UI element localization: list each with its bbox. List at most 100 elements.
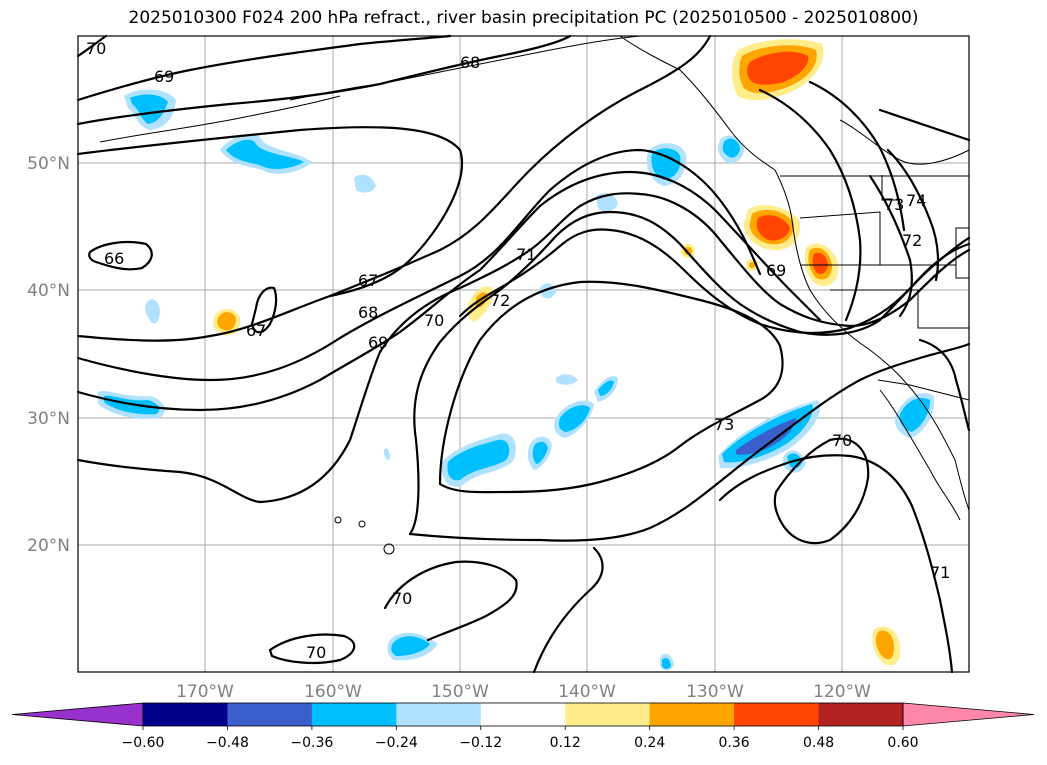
contour-label: 69	[154, 67, 174, 86]
colorbar-extend-min	[11, 702, 144, 727]
contour-line	[383, 560, 518, 642]
contour-line	[868, 174, 913, 318]
aleutian-islands	[99, 95, 341, 143]
precip-patch	[558, 405, 590, 432]
precip-patch	[736, 418, 796, 455]
lat-label: 30°N	[27, 409, 70, 429]
contour-line	[76, 170, 822, 412]
precip-patch	[556, 374, 578, 385]
us-mexico-border	[877, 379, 970, 401]
precip-patch	[145, 299, 160, 324]
precip-patch	[749, 262, 755, 268]
contour-label: 70	[86, 39, 106, 58]
colorbar-segment	[565, 703, 651, 726]
colorbar-segment	[818, 703, 904, 726]
latitude-labels: 50°N 40°N 30°N 20°N	[27, 154, 70, 556]
contour-label: 71	[516, 245, 536, 264]
colorbar-tick-label: −0.48	[206, 735, 249, 751]
canada-border	[839, 119, 970, 165]
precip-patch	[875, 630, 894, 660]
baja-coast	[879, 389, 961, 521]
contour-line	[268, 633, 356, 665]
colorbar-tick-label: −0.36	[290, 735, 333, 751]
colorbar-extend-max	[902, 702, 1035, 727]
colorbar-segment	[396, 703, 482, 726]
contour-line	[458, 228, 971, 335]
precip-patch	[747, 51, 809, 85]
colorbar-tick-label: 0.60	[887, 735, 918, 751]
precip-patch	[217, 312, 236, 331]
contour-label: 70	[306, 643, 326, 662]
precip-patch	[812, 252, 828, 274]
contour-label: 68	[460, 53, 480, 72]
colorbar-tick-label: 0.12	[550, 735, 581, 751]
contour-label: 67	[246, 321, 266, 340]
precip-patch	[722, 138, 740, 158]
contour-label: 73	[884, 195, 904, 214]
lat-label: 40°N	[27, 281, 70, 301]
contour-line	[758, 88, 862, 322]
state-border	[830, 289, 969, 329]
lat-label: 50°N	[27, 154, 70, 174]
lon-label: 140°W	[558, 682, 616, 702]
state-border	[799, 211, 956, 266]
hawaii-island	[334, 516, 342, 524]
colorbar-tick-label: −0.12	[459, 735, 502, 751]
colorbar-segment	[649, 703, 735, 726]
contour-line	[808, 80, 906, 232]
precip-patch	[662, 658, 671, 669]
hawaii-island	[358, 520, 366, 528]
contour-label: 71	[930, 563, 950, 582]
lon-label: 170°W	[176, 682, 234, 702]
colorbar-tick-label: 0.36	[719, 735, 750, 751]
precip-patch	[598, 380, 614, 396]
contour-label: 72	[490, 291, 510, 310]
colorbar-segment	[480, 703, 566, 726]
colorbar-tick-label: −0.24	[375, 735, 418, 751]
lat-label: 20°N	[27, 536, 70, 556]
contour-label: 73	[714, 415, 734, 434]
contour-line	[886, 148, 940, 282]
colorbar-segment	[143, 703, 228, 726]
lon-label: 150°W	[431, 682, 489, 702]
map-frame	[77, 35, 970, 673]
colorbar: −0.60 −0.48 −0.36 −0.24 −0.12 0.12 0.24 0.36 0.4…	[11, 702, 1035, 751]
contour-line	[438, 280, 784, 494]
colorbar-segment	[227, 703, 313, 726]
colorbar-segment	[734, 703, 820, 726]
refractivity-contours	[76, 34, 971, 674]
precip-shading	[98, 39, 935, 671]
map-title: 2025010300 F024 200 hPa refract., river …	[128, 8, 919, 28]
contour-line	[718, 454, 954, 674]
colorbar-outline	[142, 702, 904, 727]
contour-label: 72	[902, 231, 922, 250]
contour-label: 69	[766, 261, 786, 280]
contour-label: 67	[358, 271, 378, 290]
precip-patch	[684, 247, 692, 255]
contour-line	[76, 34, 452, 102]
contour-line	[532, 546, 604, 674]
precip-patch	[391, 636, 430, 656]
contour-label: 70	[424, 311, 444, 330]
precip-patch	[447, 439, 510, 481]
contour-line	[88, 241, 153, 271]
precip-patch	[130, 94, 168, 124]
contour-line	[773, 437, 870, 545]
lon-label: 130°W	[686, 682, 744, 702]
lon-label: 120°W	[813, 682, 871, 702]
colorbar-tick-label: 0.48	[803, 735, 834, 751]
contour-line	[76, 34, 572, 126]
longitude-labels: 170°W 160°W 150°W 140°W 130°W 120°W	[176, 682, 871, 702]
contour-label: 68	[358, 303, 378, 322]
state-border	[881, 175, 900, 201]
precip-patch	[226, 139, 304, 169]
contour-line	[76, 34, 108, 58]
colorbar-tick-label: 0.24	[634, 735, 665, 751]
precip-patch	[756, 215, 790, 241]
contour-label: 66	[104, 249, 124, 268]
contour-line	[250, 286, 278, 334]
hawaii-island	[383, 543, 395, 555]
precip-patch	[532, 441, 548, 464]
contour-line	[408, 210, 971, 536]
